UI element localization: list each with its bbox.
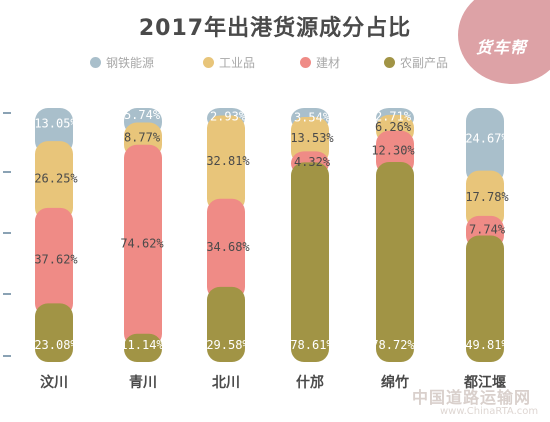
- value-label-steel-1: 5.74%: [124, 108, 161, 122]
- brand-logo-badge: [458, 0, 550, 84]
- value-label-steel-5: 24.67%: [465, 131, 509, 145]
- value-label-industrial-4: 6.26%: [375, 120, 412, 134]
- category-label-0: 汶川: [40, 374, 68, 391]
- category-label-4: 绵竹: [381, 374, 409, 391]
- legend-swatch-steel: [90, 57, 101, 68]
- legend-swatch-industrial: [203, 57, 214, 68]
- legend-label-agri: 农副产品: [400, 56, 449, 70]
- value-label-building-3: 4.32%: [294, 155, 331, 169]
- value-label-building-4: 12.30%: [371, 143, 415, 157]
- legend-label-industrial: 工业品: [219, 56, 256, 70]
- bar-building-0: [35, 207, 73, 317]
- value-label-steel-4: 2.71%: [375, 109, 412, 123]
- value-label-industrial-1: 8.77%: [124, 131, 161, 145]
- bar-steel-5: [466, 108, 504, 184]
- bar-agri-4: [376, 162, 414, 362]
- legend-swatch-agri: [384, 57, 395, 68]
- chart-legend: 钢铁能源 工业品 建材 农副产品: [0, 52, 550, 74]
- bar-agri-1: [124, 333, 162, 362]
- legend-swatch-building: [300, 57, 311, 68]
- brand-logo-text: 货车帮: [476, 38, 528, 57]
- bar-industrial-0: [35, 141, 73, 221]
- category-label-3: 什邡: [296, 374, 324, 391]
- category-label-1: 青川: [129, 374, 157, 391]
- value-label-building-0: 37.62%: [34, 253, 78, 267]
- bar-industrial-2: [207, 115, 245, 212]
- value-label-industrial-2: 32.81%: [206, 154, 250, 168]
- category-label-2: 北川: [212, 375, 240, 391]
- chart-title: 2017年出港货源成分占比: [138, 16, 412, 41]
- value-label-steel-3: 3.54%: [294, 110, 331, 124]
- value-label-agri-2: 29.58%: [206, 338, 250, 352]
- watermark-text: 中国道路运输网: [412, 388, 532, 407]
- value-label-steel-0: 13.05%: [34, 117, 78, 131]
- value-label-steel-2: 2.93%: [210, 110, 247, 124]
- value-label-building-5: 7.74%: [469, 223, 506, 237]
- value-label-building-2: 34.68%: [206, 240, 250, 254]
- bar-agri-0: [35, 303, 73, 362]
- value-label-industrial-5: 17.78%: [465, 190, 509, 204]
- bar-agri-2: [207, 286, 245, 362]
- bar-industrial-5: [466, 170, 504, 229]
- value-label-industrial-0: 26.25%: [34, 171, 78, 185]
- value-label-agri-5: 49.81%: [465, 338, 509, 352]
- category-label-5: 都江堰: [463, 374, 506, 391]
- bar-agri-3: [291, 162, 329, 362]
- legend-label-steel: 钢铁能源: [106, 56, 155, 70]
- watermark-url: www.ChinaRTA.com: [440, 406, 539, 417]
- value-label-agri-3: 78.61%: [290, 338, 334, 352]
- legend-label-building: 建材: [316, 56, 341, 70]
- bar-building-1: [124, 144, 162, 347]
- value-label-industrial-3: 13.53%: [290, 131, 334, 145]
- bar-agri-5: [466, 235, 504, 362]
- bar-building-2: [207, 198, 245, 300]
- value-label-agri-0: 23.08%: [34, 338, 78, 352]
- value-label-building-1: 74.62%: [120, 236, 164, 250]
- value-label-agri-4: 78.72%: [371, 338, 415, 352]
- value-label-agri-1: 11.14%: [120, 338, 164, 352]
